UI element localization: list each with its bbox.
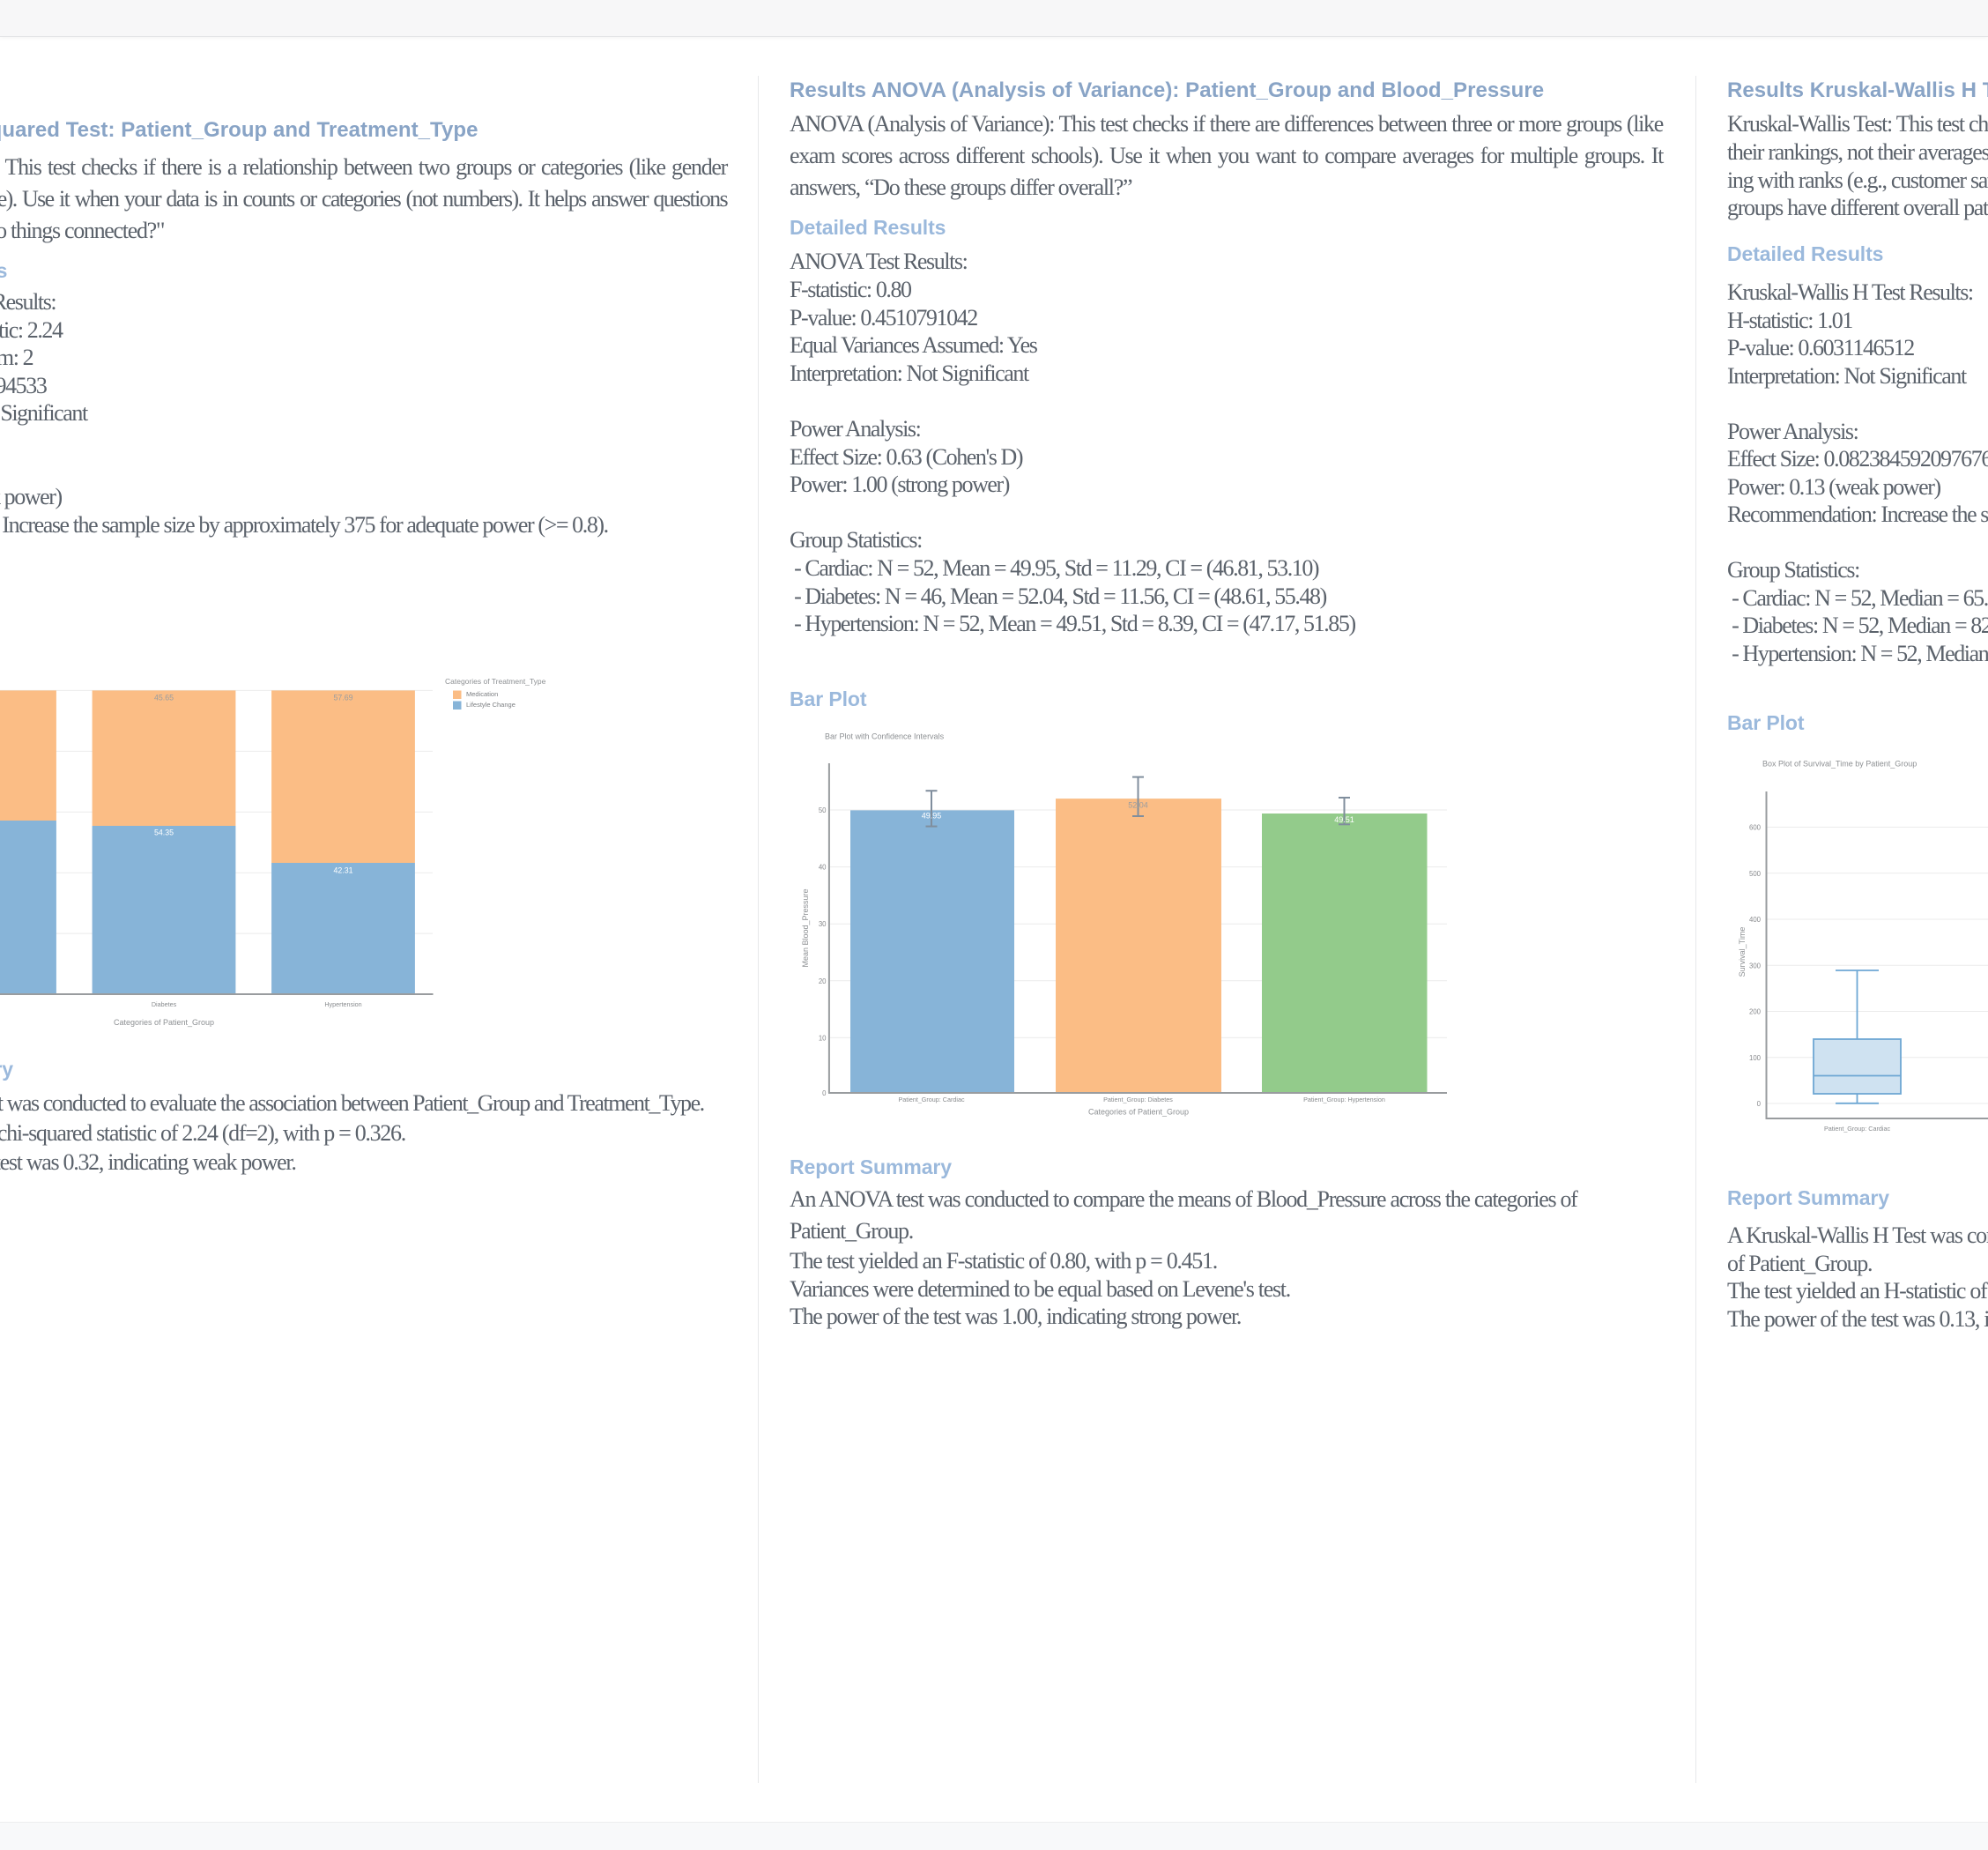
svg-text:Box Plot of Survival_Time by P: Box Plot of Survival_Time by Patient_Gro… <box>1762 760 1917 769</box>
svg-text:Hypertension: Hypertension <box>324 1000 361 1008</box>
svg-text:Patient_Group: Diabetes: Patient_Group: Diabetes <box>1103 1096 1173 1103</box>
svg-text:Categories of Patient_Group: Categories of Patient_Group <box>114 1018 214 1027</box>
svg-text:400: 400 <box>1749 916 1762 924</box>
svg-text:Diabetes: Diabetes <box>152 1000 177 1008</box>
svg-text:40: 40 <box>819 864 827 872</box>
svg-text:500: 500 <box>1749 870 1762 878</box>
svg-text:Mean Blood_Pressure: Mean Blood_Pressure <box>801 888 810 967</box>
svg-text:600: 600 <box>1749 824 1762 832</box>
svg-text:20: 20 <box>819 977 827 985</box>
svg-text:10: 10 <box>819 1034 827 1042</box>
svg-text:Survival_Time: Survival_Time <box>1738 927 1747 977</box>
svg-text:Lifestyle Change: Lifestyle Change <box>466 701 516 709</box>
svg-text:300: 300 <box>1749 962 1762 970</box>
svg-text:42.31: 42.31 <box>333 866 352 874</box>
svg-text:49.51: 49.51 <box>1334 815 1354 824</box>
svg-text:57.69: 57.69 <box>333 693 352 702</box>
svg-text:0: 0 <box>822 1089 827 1097</box>
svg-text:50: 50 <box>819 806 827 814</box>
svg-text:52.04: 52.04 <box>1128 800 1148 809</box>
svg-text:Patient_Group: Hypertension: Patient_Group: Hypertension <box>1303 1096 1385 1103</box>
svg-text:Medication: Medication <box>466 690 498 698</box>
svg-text:200: 200 <box>1749 1008 1762 1016</box>
svg-text:0: 0 <box>1757 1100 1762 1108</box>
svg-text:Patient_Group: Cardiac: Patient_Group: Cardiac <box>898 1096 965 1103</box>
svg-text:Categories of Treatment_Type: Categories of Treatment_Type <box>445 677 546 686</box>
svg-text:Patient_Group: Cardiac: Patient_Group: Cardiac <box>1824 1125 1891 1133</box>
svg-text:100: 100 <box>1749 1054 1762 1062</box>
svg-text:Categories of Patient_Group: Categories of Patient_Group <box>1088 1108 1189 1117</box>
svg-text:Bar Plot with Confidence Inter: Bar Plot with Confidence Intervals <box>825 732 945 741</box>
svg-text:45.65: 45.65 <box>154 693 174 702</box>
svg-text:30: 30 <box>819 920 827 928</box>
svg-text:49.95: 49.95 <box>922 811 942 820</box>
svg-text:54.35: 54.35 <box>154 828 174 836</box>
